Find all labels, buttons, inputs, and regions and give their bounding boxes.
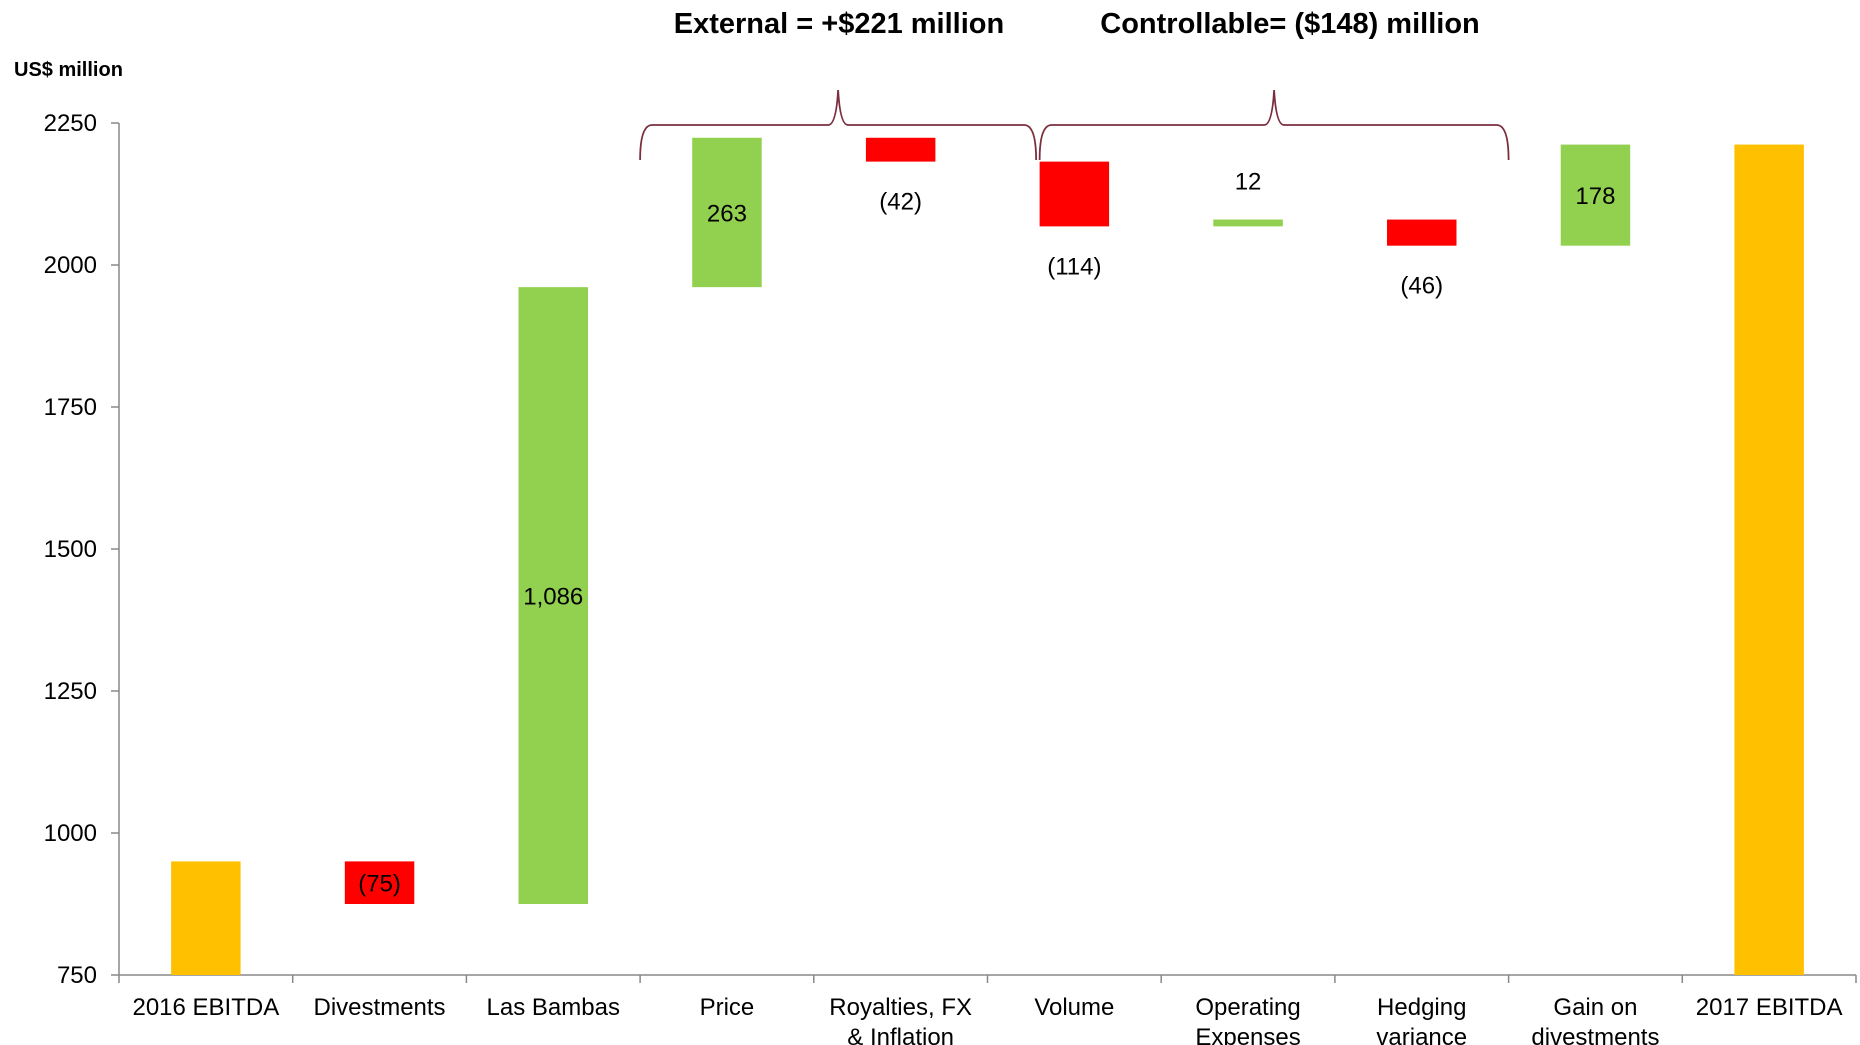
y-tick-label: 2000 (44, 252, 97, 279)
y-tick-label: 750 (57, 962, 97, 989)
data-label: 178 (1575, 183, 1615, 210)
x-tick-label: Price (700, 994, 755, 1021)
bar (865, 137, 936, 162)
y-tick-label: 1250 (44, 678, 97, 705)
x-tick-label: Divestments (314, 994, 446, 1021)
x-tick-label: 2017 EBITDA (1696, 994, 1843, 1021)
bar (1734, 144, 1804, 976)
y-tick-label: 2250 (44, 110, 97, 137)
y-tick-label: 1500 (44, 536, 97, 563)
annotation: Controllable= ($148) million (1100, 8, 1480, 40)
bar (1560, 144, 1631, 246)
bar (1387, 219, 1457, 246)
data-label: (42) (879, 189, 922, 216)
y-tick-label: 1000 (44, 820, 97, 847)
x-tick-label: Royalties, FX & Inflation (829, 994, 972, 1045)
x-tick-label: Gain on divestments (1531, 994, 1659, 1045)
x-tick-label: Volume (1034, 994, 1114, 1021)
data-label: (75) (358, 871, 401, 898)
bar (344, 861, 415, 904)
data-label: 1,086 (523, 584, 583, 611)
data-label: 263 (707, 200, 747, 227)
data-label: (46) (1400, 273, 1443, 300)
x-tick-label: Operating Expenses (1195, 994, 1300, 1045)
x-tick-label: 2016 EBITDA (132, 994, 279, 1021)
y-axis-label: US$ million (14, 59, 123, 81)
x-tick-label: Hedging variance (1376, 994, 1467, 1045)
y-tick-label: 1750 (44, 394, 97, 421)
bracket (1038, 89, 1510, 161)
x-tick-label: Las Bambas (487, 994, 620, 1021)
bar (1039, 161, 1110, 227)
bracket (639, 89, 1038, 161)
data-label: 12 (1235, 169, 1262, 196)
bar (518, 287, 588, 905)
bar (171, 861, 241, 975)
annotation: External = +$221 million (674, 8, 1004, 40)
data-label: (114) (1047, 253, 1101, 280)
bar (1213, 219, 1283, 227)
bar (692, 137, 762, 288)
